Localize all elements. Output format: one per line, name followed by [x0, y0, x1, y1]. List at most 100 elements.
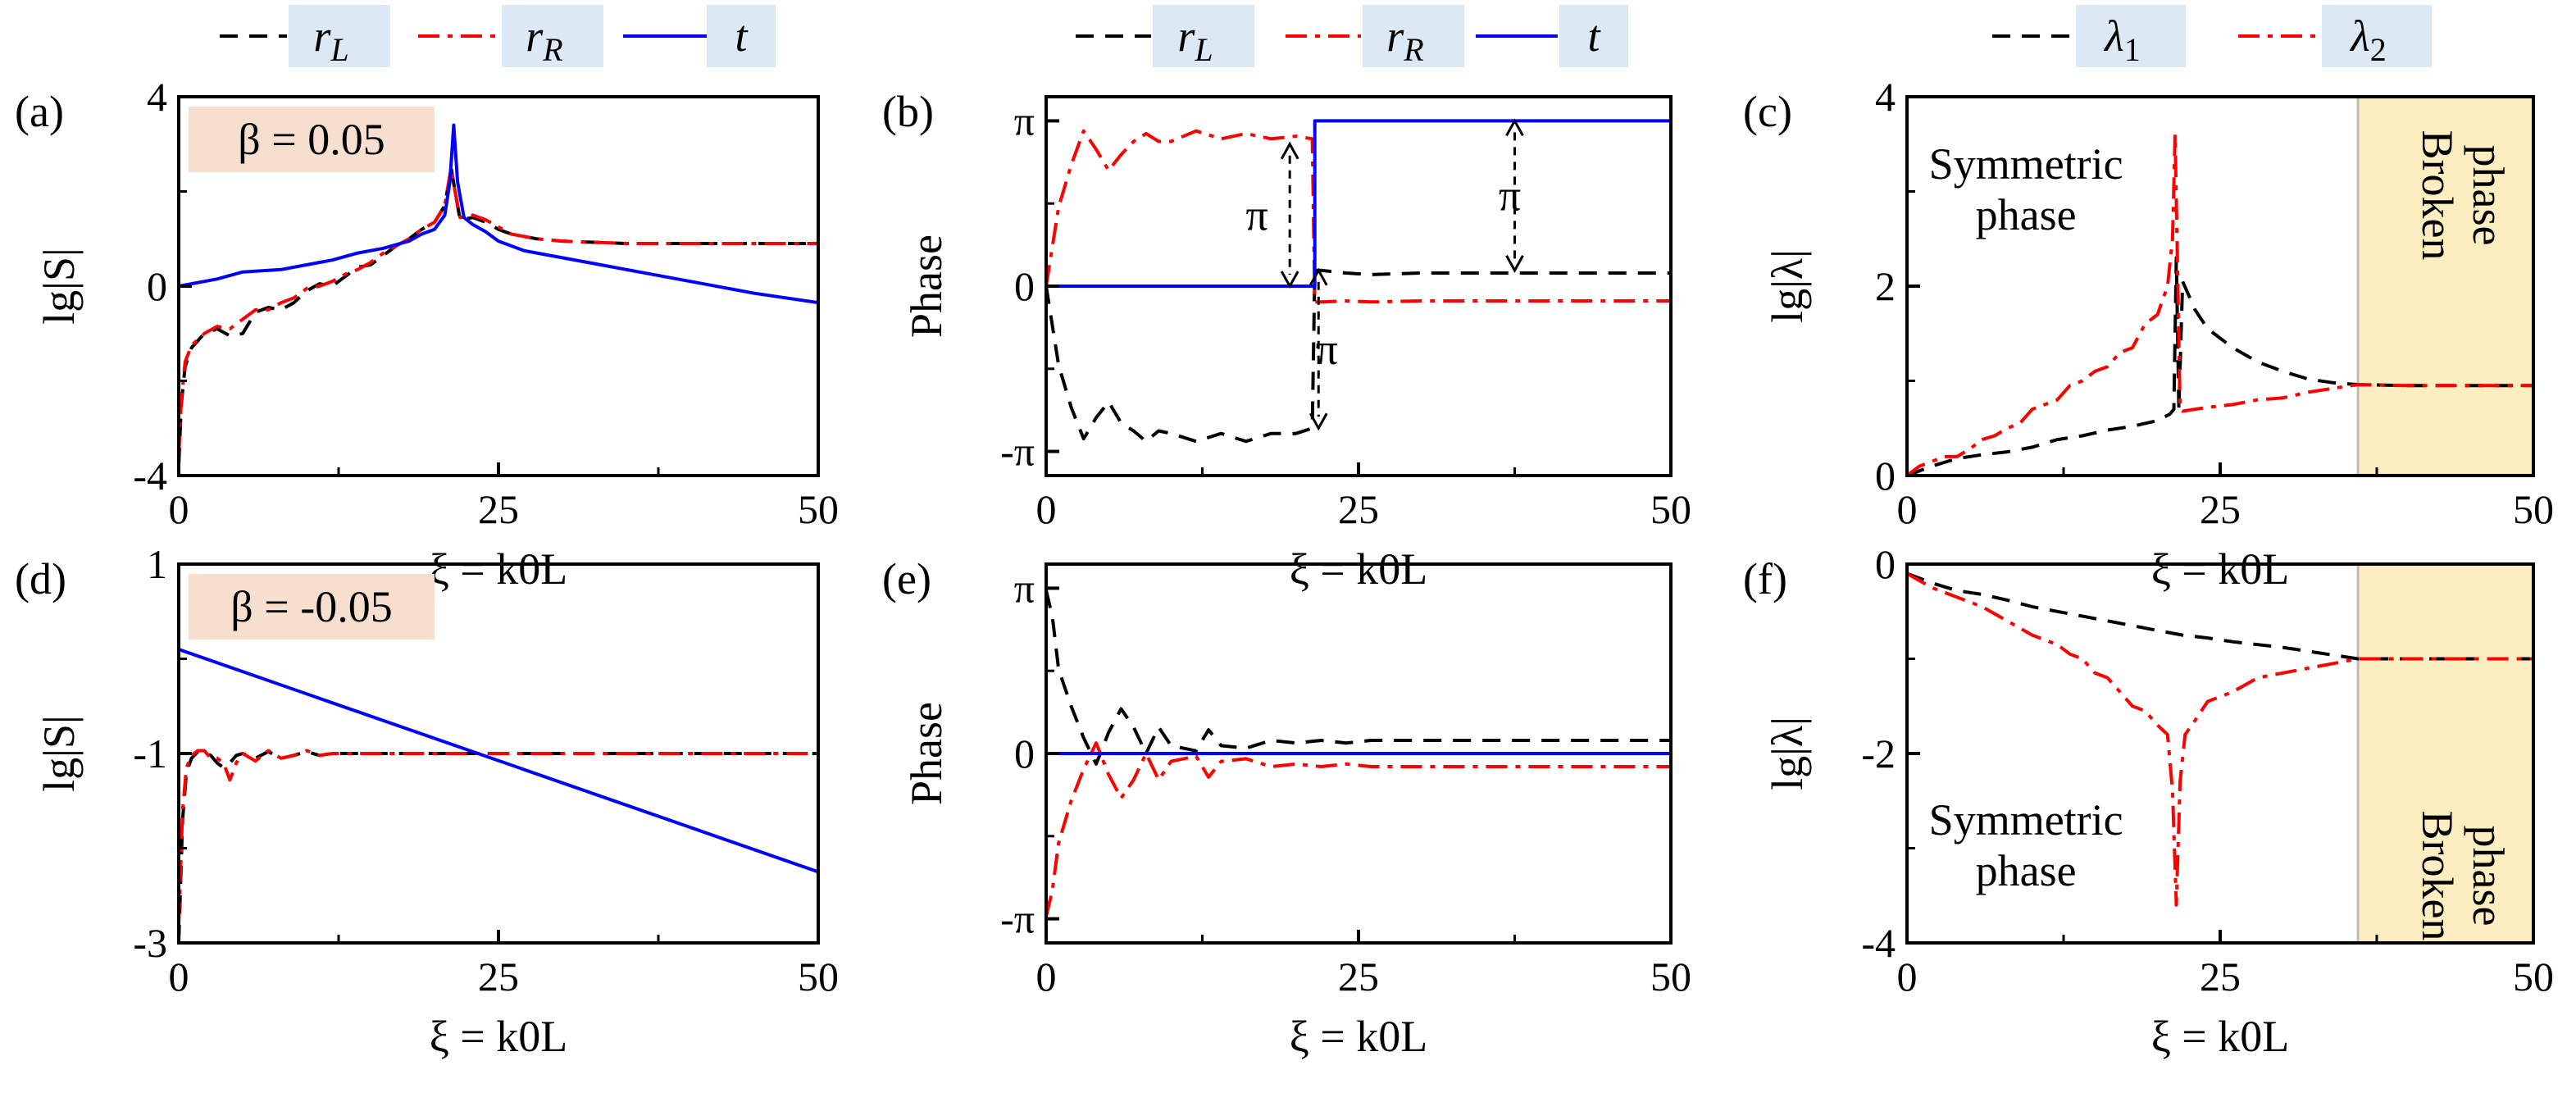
- legend-box: [707, 5, 776, 67]
- series-group: [179, 648, 818, 943]
- legend-label: t: [1587, 11, 1601, 61]
- series-group: [179, 123, 818, 467]
- y-tick-label: 0: [1875, 453, 1896, 499]
- y-axis-label: lg|S|: [34, 715, 84, 792]
- pi-label: π: [1316, 325, 1338, 374]
- legend-box: [2322, 5, 2432, 67]
- x-tick-label: 50: [1650, 486, 1691, 532]
- beta-label: β = 0.05: [238, 115, 385, 164]
- series-t: [179, 648, 818, 874]
- legend-subscript: R: [542, 31, 562, 68]
- series-t: [1046, 119, 1671, 288]
- x-tick-label: 0: [1036, 954, 1057, 999]
- series-t: [179, 123, 818, 305]
- broken-phase-label: Broken: [2413, 130, 2462, 261]
- panel-d: β = -0.05 0 25 50 -3 -1 1 (d) ξ = k0L lg|S|: [15, 541, 839, 1061]
- x-tick-label: 25: [1338, 486, 1379, 532]
- series-group: [1907, 571, 2533, 907]
- y-tick-label: 0: [1014, 731, 1035, 776]
- series-rL: [179, 166, 818, 467]
- series-λ1: [1907, 571, 2533, 661]
- series-rL: [179, 749, 818, 943]
- panel-label: (c): [1743, 87, 1792, 136]
- pi-arrow-head: [1505, 255, 1524, 273]
- y-axis-label: Phase: [902, 702, 951, 805]
- x-tick-label: 0: [169, 486, 189, 532]
- legend-label: t: [735, 11, 749, 61]
- panel-label: (f): [1743, 554, 1787, 603]
- beta-label: β = -0.05: [230, 582, 392, 631]
- y-tick-label: -2: [1861, 731, 1896, 776]
- y-tick-label: π: [1014, 565, 1035, 611]
- y-tick-label: 0: [1014, 263, 1035, 309]
- legend-box: [1363, 5, 1464, 67]
- broken-phase-label: phase: [2464, 826, 2513, 927]
- symmetric-phase-label: phase: [1976, 190, 2077, 239]
- legend-box: [289, 5, 390, 67]
- pi-label: π: [1499, 171, 1521, 221]
- legend-box: [502, 5, 603, 67]
- legend-box: [1559, 5, 1628, 67]
- x-axis-label: ξ = k0L: [430, 1012, 568, 1061]
- pi-arrow-head: [1308, 412, 1328, 431]
- broken-phase-label: Broken: [2413, 811, 2462, 941]
- x-axis-label: ξ = k0L: [2151, 1012, 2290, 1061]
- x-axis-label: ξ = k0L: [2151, 544, 2290, 594]
- legend-middle: rL rR t: [1076, 5, 1628, 68]
- legend-entry: rL: [1076, 5, 1254, 68]
- y-axis-label: lg|λ|: [1763, 717, 1812, 790]
- series-group: [1907, 133, 2533, 476]
- y-tick-label: -1: [133, 731, 167, 776]
- x-tick-label: 0: [1897, 954, 1918, 999]
- legend-label: rR: [1386, 11, 1423, 68]
- y-tick-label: 0: [147, 263, 167, 309]
- beta-box: [189, 574, 435, 640]
- legend-label: λ1: [2103, 11, 2140, 68]
- series-rR: [179, 166, 818, 457]
- legend-entry: t: [623, 5, 776, 67]
- series-rR: [179, 749, 818, 924]
- y-tick-label: -4: [133, 453, 167, 499]
- x-tick-label: 50: [2513, 486, 2554, 532]
- symmetric-phase-label: Symmetric: [1929, 139, 2123, 189]
- x-tick-label: 25: [2200, 486, 2241, 532]
- x-tick-label: 0: [1897, 486, 1918, 532]
- y-axis-label: lg|λ|: [1763, 249, 1812, 323]
- y-tick-label: -4: [1861, 920, 1896, 966]
- x-tick-label: 50: [798, 954, 839, 999]
- x-axis-label: ξ = k0L: [1290, 1012, 1428, 1061]
- legend-subscript: R: [1403, 31, 1423, 68]
- legend-subscript: 2: [2370, 31, 2387, 68]
- y-tick-label: -π: [1000, 429, 1035, 475]
- pi-arrow-head: [1280, 271, 1299, 289]
- series-λ2: [1907, 571, 2533, 907]
- x-tick-label: 25: [1338, 954, 1379, 999]
- legend-entry: rR: [1286, 5, 1464, 68]
- broken-phase-label: phase: [2464, 145, 2513, 246]
- panel-label: (a): [15, 87, 64, 136]
- symmetric-phase-label: Symmetric: [1929, 795, 2123, 845]
- y-tick-label: 2: [1875, 263, 1896, 309]
- x-tick-label: 25: [2200, 954, 2241, 999]
- x-tick-label: 50: [1650, 954, 1691, 999]
- x-axis-label: ξ = k0L: [1290, 544, 1428, 594]
- panel-label: (d): [15, 554, 66, 603]
- y-tick-label: -3: [133, 920, 167, 966]
- y-tick-label: π: [1014, 98, 1035, 143]
- series-rL: [1046, 590, 1671, 766]
- pi-label: π: [1246, 190, 1268, 239]
- panel-label: (b): [882, 87, 934, 136]
- legend-entry: t: [1476, 5, 1628, 67]
- x-axis-label: ξ = k0L: [430, 544, 568, 594]
- y-tick-label: 4: [147, 74, 167, 120]
- broken-phase-region: [2358, 97, 2533, 476]
- legend-box: [1153, 5, 1254, 67]
- symmetric-phase-label: phase: [1976, 846, 2077, 895]
- legend-entry: rR: [418, 5, 603, 68]
